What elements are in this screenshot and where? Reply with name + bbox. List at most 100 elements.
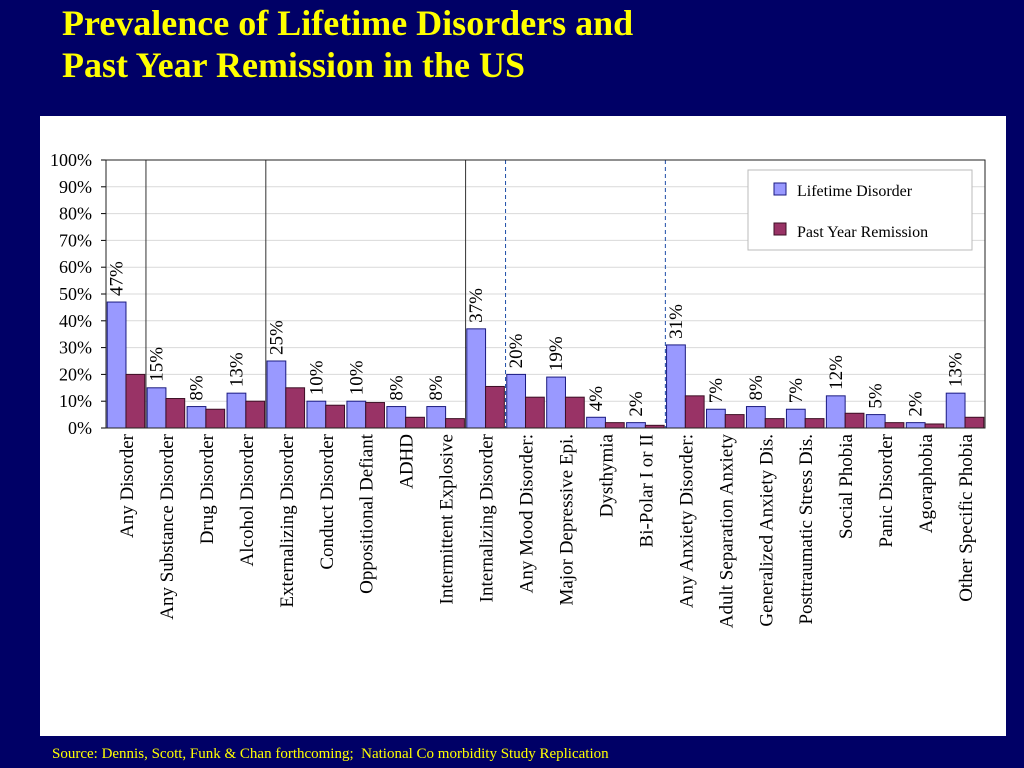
- y-tick-label: 20%: [59, 364, 92, 384]
- data-label: 20%: [506, 333, 527, 368]
- remission-bar: [285, 387, 306, 429]
- remission-bar: [684, 395, 705, 429]
- legend-swatch-remission: [773, 222, 787, 236]
- data-label: 8%: [746, 375, 767, 401]
- remission-bar: [405, 416, 425, 429]
- category-label: Major Depressive Epi.: [556, 434, 577, 605]
- lifetime-bar: [626, 422, 646, 429]
- category-label: Intermittent Explosive: [437, 434, 458, 604]
- data-label: 7%: [786, 378, 807, 404]
- y-tick-label: 60%: [59, 257, 92, 277]
- title-line-1: Prevalence of Lifetime Disorders and: [62, 3, 634, 43]
- category-label: Drug Disorder: [197, 433, 218, 544]
- category-label: Any Mood Disorder:: [517, 434, 538, 593]
- y-tick-label: 40%: [59, 311, 92, 331]
- data-label: 8%: [426, 375, 447, 401]
- y-tick-label: 90%: [59, 177, 92, 197]
- data-label: 25%: [266, 320, 287, 355]
- lifetime-bar: [466, 328, 487, 429]
- category-label: Agoraphobia: [916, 433, 937, 533]
- remission-bar: [804, 418, 825, 429]
- data-label: 2%: [626, 391, 647, 417]
- lifetime-bar: [745, 406, 766, 429]
- data-label: 7%: [706, 378, 727, 404]
- remission-bar: [165, 398, 186, 429]
- data-label: 47%: [107, 261, 128, 296]
- remission-bar: [245, 400, 266, 429]
- lifetime-bar: [706, 408, 726, 429]
- legend-label-lifetime: Lifetime Disorder: [797, 183, 913, 200]
- lifetime-bar: [905, 422, 926, 429]
- data-label: 10%: [346, 360, 367, 395]
- data-label: 13%: [226, 352, 247, 387]
- category-label: Internalizing Disorder: [477, 433, 498, 602]
- category-label: Posttraumatic Stress Dis.: [796, 434, 817, 625]
- category-label: Conduct Disorder: [317, 433, 338, 569]
- lifetime-bar: [266, 360, 287, 429]
- data-label: 2%: [906, 391, 927, 417]
- lifetime-bar: [506, 373, 527, 429]
- y-tick-label: 70%: [59, 230, 92, 250]
- category-label: Social Phobia: [836, 433, 857, 539]
- lifetime-bar: [666, 344, 686, 429]
- lifetime-bar: [186, 406, 207, 429]
- lifetime-bar: [825, 395, 846, 429]
- remission-bar: [365, 402, 385, 429]
- y-tick-label: 50%: [59, 284, 92, 304]
- remission-bar: [884, 422, 905, 429]
- category-label: Adult Separation Anxiety: [716, 434, 737, 629]
- chart-panel: 0% 10% 20% 30% 40% 50% 60% 70% 80% 90% 100% 47% Any …: [40, 116, 1006, 736]
- data-label: 5%: [866, 383, 887, 409]
- remission-bar: [924, 423, 945, 429]
- lifetime-bar: [306, 400, 327, 429]
- legend-swatch-lifetime: [773, 182, 787, 196]
- remission-bar: [525, 396, 545, 429]
- data-label: 8%: [186, 375, 207, 401]
- data-label: 13%: [946, 352, 967, 387]
- remission-bar: [485, 385, 505, 429]
- source-note: Source: Dennis, Scott, Funk & Chan forth…: [52, 746, 609, 762]
- data-label: 19%: [546, 336, 567, 371]
- category-label: Any Substance Disorder: [157, 433, 178, 619]
- y-tick-label: 80%: [59, 204, 92, 224]
- lifetime-bar: [546, 376, 566, 429]
- remission-bar: [964, 416, 985, 429]
- category-label: Generalized Anxiety Dis.: [756, 434, 777, 627]
- category-label: ADHD: [397, 434, 418, 489]
- remission-bar: [325, 404, 346, 429]
- y-tick-label: 0%: [68, 418, 92, 438]
- data-label: 31%: [666, 304, 687, 339]
- data-label: 15%: [147, 347, 168, 382]
- lifetime-bar: [426, 406, 447, 429]
- data-label: 4%: [586, 386, 607, 412]
- lifetime-bar: [386, 406, 407, 429]
- lifetime-bar: [945, 392, 966, 429]
- category-label: Alcohol Disorder: [237, 433, 258, 566]
- remission-bar: [724, 414, 745, 429]
- remission-bar: [764, 418, 785, 429]
- remission-bar: [125, 373, 146, 429]
- remission-bar: [445, 418, 465, 429]
- data-label: 12%: [826, 355, 847, 390]
- slide-title: Prevalence of Lifetime Disorders and Pas…: [62, 2, 962, 86]
- legend-label-remission: Past Year Remission: [797, 224, 928, 241]
- lifetime-bar: [586, 416, 606, 429]
- remission-bar: [205, 408, 226, 429]
- category-label: Any Disorder: [117, 433, 138, 538]
- category-label: Other Specific Phobia: [956, 433, 977, 601]
- lifetime-bar: [785, 408, 806, 429]
- y-tick-label: 30%: [59, 338, 92, 358]
- lifetime-bar: [106, 301, 127, 429]
- remission-bar: [564, 396, 585, 429]
- y-tick-label: 100%: [50, 150, 92, 170]
- y-tick-label: 10%: [59, 391, 92, 411]
- category-label: Oppositional Defiant: [357, 433, 378, 594]
- lifetime-bar: [146, 387, 167, 429]
- category-label: Panic Disorder: [876, 433, 897, 547]
- category-label: Bi-Polar I or II: [636, 434, 657, 547]
- lifetime-bar: [226, 392, 247, 429]
- data-label: 37%: [466, 288, 487, 323]
- plot-frame: [105, 159, 986, 429]
- remission-bar: [844, 412, 865, 429]
- data-label: 10%: [306, 360, 327, 395]
